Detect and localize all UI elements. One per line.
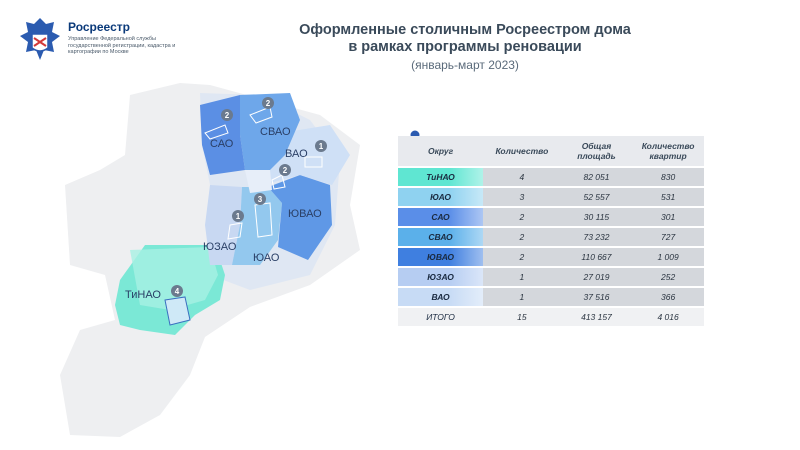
table-row: САО 2 30 115 301	[398, 208, 704, 226]
map-marker-svao: 2	[262, 97, 274, 109]
map-label-vao: ВАО	[285, 148, 308, 160]
map-label-yuao: ЮАО	[253, 252, 280, 264]
cell-count: 2	[483, 248, 561, 266]
header-flats: Количество квартир	[632, 136, 704, 166]
table-row: ТиНАО 4 82 051 830	[398, 168, 704, 186]
table-row: ЮАО 3 52 557 531	[398, 188, 704, 206]
statistics-table-wrapper: Округ Количество Общая площадь Количеств…	[398, 134, 704, 328]
cell-flats: 727	[632, 228, 704, 246]
cell-area: 413 157	[560, 308, 633, 326]
svg-text:1: 1	[319, 142, 324, 151]
cell-count: 1	[483, 288, 561, 306]
map-marker-tinao: 4	[171, 285, 183, 297]
svg-text:2: 2	[225, 111, 230, 120]
cell-count: 2	[483, 228, 561, 246]
title-line-1: Оформленные столичным Росреестром дома	[299, 22, 631, 38]
map-label-yuzao: ЮЗАО	[203, 241, 237, 253]
cell-flats: 1 009	[632, 248, 704, 266]
cell-flats: 252	[632, 268, 704, 286]
header-district: Округ	[398, 136, 484, 166]
org-description: Управление Федеральной службы государств…	[68, 36, 176, 55]
map-label-tinao: ТиНАО	[125, 289, 161, 301]
table-row: ЮЗАО 1 27 019 252	[398, 268, 704, 286]
cell-flats: 4 016	[632, 308, 704, 326]
map-label-sao: САО	[210, 138, 234, 150]
cell-area: 82 051	[560, 168, 633, 186]
cell-district: ВАО	[398, 288, 484, 306]
svg-text:4: 4	[175, 287, 180, 296]
cell-count: 2	[483, 208, 561, 226]
table-total-row: ИТОГО 15 413 157 4 016	[398, 308, 704, 326]
cell-district: ЮВАО	[398, 248, 484, 266]
cell-district: ИТОГО	[398, 308, 484, 326]
map-label-yuvao: ЮВАО	[288, 208, 322, 220]
table-header-row: Округ Количество Общая площадь Количеств…	[398, 136, 704, 166]
cell-flats: 366	[632, 288, 704, 306]
cell-area: 27 019	[560, 268, 633, 286]
cell-district: ЮЗАО	[398, 268, 484, 286]
cell-district: САО	[398, 208, 484, 226]
map-marker-yuvao: 2	[279, 164, 291, 176]
cell-count: 1	[483, 268, 561, 286]
header-count: Количество	[483, 136, 561, 166]
svg-text:2: 2	[266, 99, 271, 108]
svg-text:1: 1	[236, 212, 241, 221]
svg-text:3: 3	[258, 195, 263, 204]
rosreestr-emblem-icon	[20, 18, 60, 60]
svg-text:2: 2	[283, 166, 288, 175]
region-center	[245, 170, 272, 193]
cell-area: 110 667	[560, 248, 633, 266]
cell-count: 3	[483, 188, 561, 206]
cell-flats: 531	[632, 188, 704, 206]
cell-district: СВАО	[398, 228, 484, 246]
map-marker-yuzao: 1	[232, 210, 244, 222]
table-row: ВАО 1 37 516 366	[398, 288, 704, 306]
region-yuzao	[205, 185, 242, 265]
map-label-svao: СВАО	[260, 126, 291, 138]
region-yuvao	[268, 175, 332, 260]
table-row: ЮВАО 2 110 667 1 009	[398, 248, 704, 266]
title-line-2: в рамках программы реновации	[348, 39, 582, 55]
page-subtitle: (январь-март 2023)	[411, 58, 519, 72]
cell-district: ТиНАО	[398, 168, 484, 186]
cell-count: 4	[483, 168, 561, 186]
org-name: Росреестр	[68, 20, 130, 34]
statistics-table: Округ Количество Общая площадь Количеств…	[398, 134, 704, 328]
map-marker-vao: 1	[315, 140, 327, 152]
cell-count: 15	[483, 308, 561, 326]
cell-area: 37 516	[560, 288, 633, 306]
cell-flats: 830	[632, 168, 704, 186]
table-row: СВАО 2 73 232 727	[398, 228, 704, 246]
cell-area: 52 557	[560, 188, 633, 206]
cell-area: 73 232	[560, 228, 633, 246]
header-area: Общая площадь	[560, 136, 633, 166]
moscow-district-map: САО СВАО ВАО ЮВАО ЮАО ЮЗАО ТиНАО 2 2 1 2…	[60, 83, 360, 437]
map-marker-yuao: 3	[254, 193, 266, 205]
map-marker-sao: 2	[221, 109, 233, 121]
cell-flats: 301	[632, 208, 704, 226]
cell-area: 30 115	[560, 208, 633, 226]
cell-district: ЮАО	[398, 188, 484, 206]
page-title: Оформленные столичным Росреестром дома в…	[260, 22, 670, 56]
